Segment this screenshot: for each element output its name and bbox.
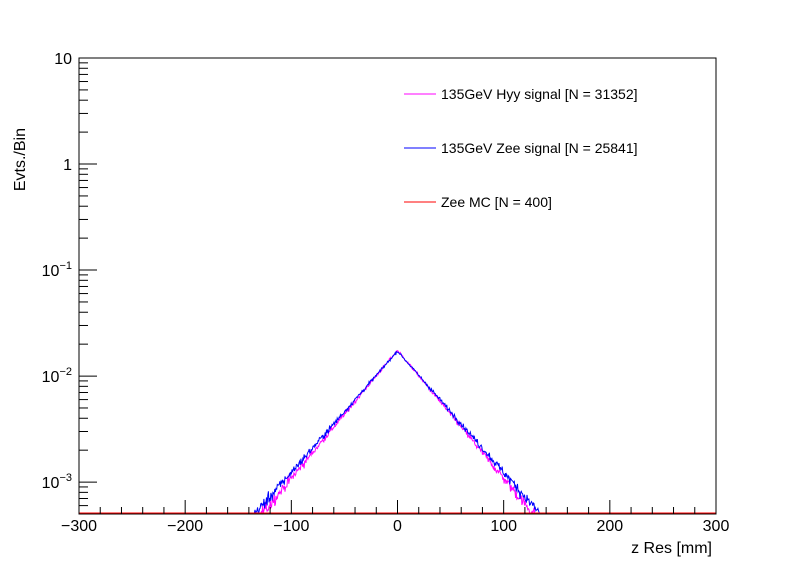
series-layer — [79, 349, 716, 515]
x-tick-label: −100 — [273, 518, 309, 535]
y-axis-title: Evts./Bin — [12, 128, 29, 191]
y-tick-label: 10−1 — [42, 260, 72, 280]
y-tick-label: 10 — [54, 51, 72, 68]
y-tick-exponent: −1 — [59, 260, 72, 272]
x-axis-title: z Res [mm] — [631, 540, 712, 557]
legend: 135GeV Hyy signal [N = 31352] 135GeV Zee … — [404, 86, 638, 210]
x-axis: −300 −200 −100 0 100 200 300 — [61, 500, 729, 535]
y-tick-label: 10−2 — [42, 366, 72, 386]
y-tick-base: 1 — [63, 157, 72, 174]
x-tick-label: 0 — [393, 518, 402, 535]
x-tick-label: −300 — [61, 518, 97, 535]
y-tick-base: 10 — [54, 51, 72, 68]
y-tick-base: 10 — [42, 475, 60, 492]
x-tick-label: −200 — [167, 518, 203, 535]
y-tick-exponent: −3 — [59, 472, 72, 484]
legend-label: 135GeV Hyy signal [N = 31352] — [441, 86, 638, 102]
x-tick-label: 100 — [490, 518, 517, 535]
y-tick-label: 1 — [63, 157, 72, 174]
plot-frame — [78, 57, 717, 515]
series-line — [192, 349, 626, 515]
x-tick-label: 300 — [703, 518, 730, 535]
y-tick-base: 10 — [42, 263, 60, 280]
legend-label: Zee MC [N = 400] — [441, 194, 552, 210]
legend-label: 135GeV Zee signal [N = 25841] — [441, 140, 638, 156]
x-tick-label: 200 — [596, 518, 623, 535]
series-line — [195, 350, 644, 515]
y-tick-base: 10 — [42, 369, 60, 386]
y-tick-label: 10−3 — [42, 472, 72, 492]
y-tick-exponent: −2 — [59, 366, 72, 378]
